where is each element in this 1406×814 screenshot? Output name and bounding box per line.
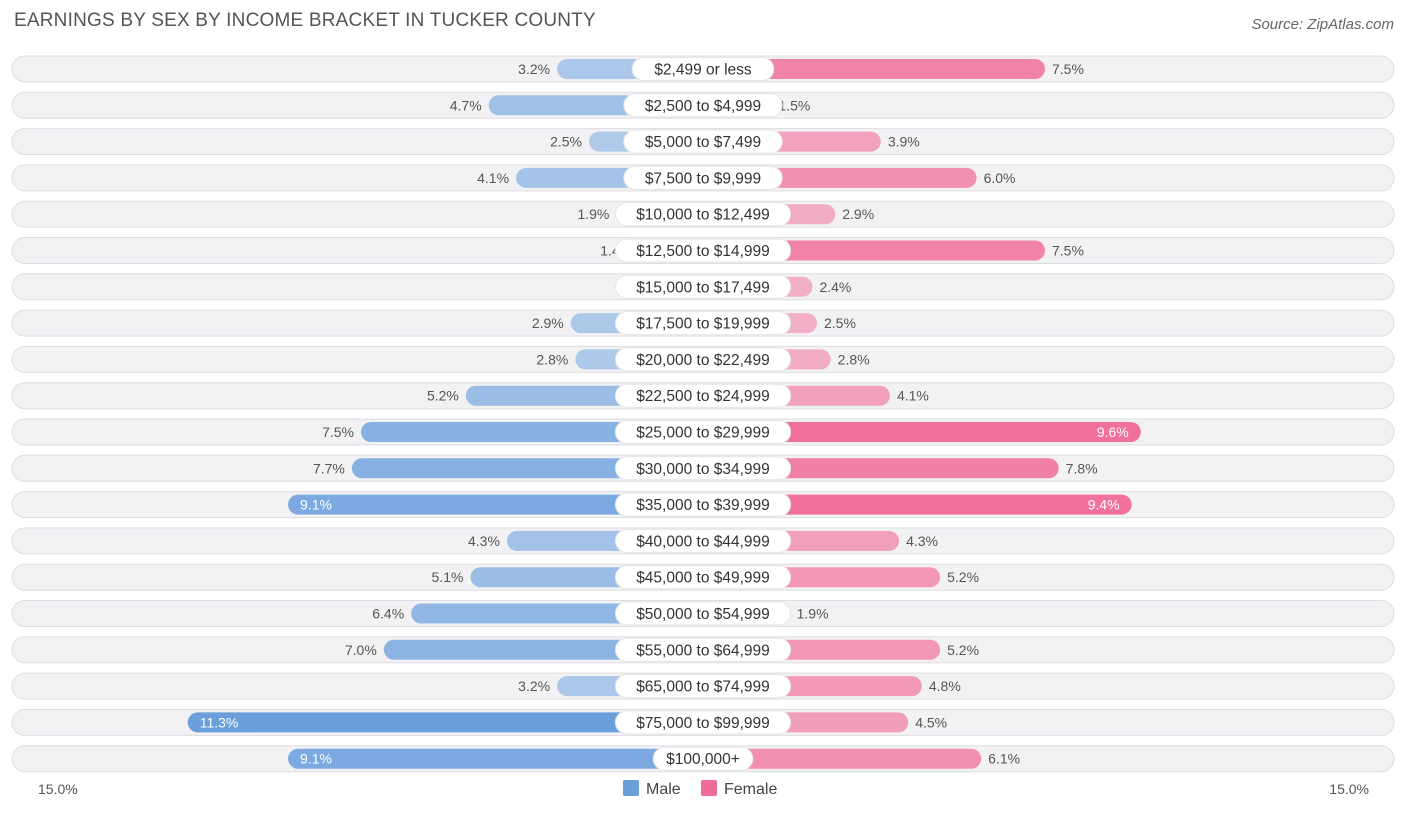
category-pill (614, 492, 792, 517)
male-value-label: 3.2% (518, 678, 550, 694)
category-label: $50,000 to $54,999 (636, 606, 770, 623)
category-pill (614, 274, 792, 299)
male-value-label: 3.2% (518, 61, 550, 77)
category-pill (614, 383, 792, 408)
category-pill (614, 202, 792, 227)
male-value-label: 4.7% (450, 97, 482, 113)
category-label: $2,499 or less (654, 62, 752, 79)
category-label: $55,000 to $64,999 (636, 642, 770, 659)
female-value-label: 7.8% (1066, 460, 1098, 476)
female-bar (703, 458, 1059, 479)
category-pill (614, 528, 792, 553)
category-pill (652, 746, 754, 771)
axis-min-label: 15.0% (38, 781, 78, 797)
category-pill (614, 710, 792, 735)
category-pill (614, 456, 792, 481)
category-pill (614, 601, 792, 626)
female-value-label: 2.4% (819, 279, 851, 295)
female-value-label: 4.5% (915, 714, 947, 730)
category-pill (631, 57, 775, 81)
category-label: $17,500 to $19,999 (636, 316, 770, 333)
legend-male-label: Male (646, 781, 681, 798)
category-pill (614, 238, 792, 263)
male-value-label: 5.2% (427, 388, 459, 404)
female-value-label: 9.6% (1097, 424, 1129, 440)
female-value-label: 2.9% (842, 206, 874, 222)
male-value-label: 9.1% (300, 751, 332, 767)
male-value-label: 7.7% (313, 460, 345, 476)
female-value-label: 4.8% (929, 678, 961, 694)
category-pill (614, 311, 792, 336)
legend-female-swatch (701, 780, 717, 796)
female-value-label: 7.5% (1052, 243, 1084, 259)
male-bar (288, 494, 703, 515)
male-value-label: 4.3% (468, 533, 500, 549)
category-label: $45,000 to $49,999 (636, 570, 770, 587)
female-value-label: 3.9% (888, 134, 920, 150)
category-label: $22,500 to $24,999 (636, 388, 770, 405)
category-label: $20,000 to $22,499 (636, 352, 770, 369)
male-value-label: 2.9% (532, 315, 564, 331)
male-bar (187, 712, 704, 733)
male-value-label: 7.5% (322, 424, 354, 440)
female-bar (703, 59, 1045, 79)
category-pill (623, 93, 783, 118)
category-pill (614, 347, 792, 372)
category-label: $65,000 to $74,999 (636, 679, 770, 696)
category-label: $7,500 to $9,999 (645, 170, 761, 187)
category-label: $75,000 to $99,999 (636, 715, 770, 732)
category-label: $35,000 to $39,999 (636, 497, 770, 514)
female-value-label: 2.8% (838, 351, 870, 367)
female-value-label: 4.3% (906, 533, 938, 549)
male-value-label: 6.4% (372, 606, 404, 622)
female-value-label: 1.5% (778, 97, 810, 113)
male-value-label: 7.0% (345, 642, 377, 658)
male-value-label: 2.5% (550, 134, 582, 150)
male-bar (351, 458, 703, 479)
female-value-label: 6.1% (988, 751, 1020, 767)
female-value-label: 4.1% (897, 388, 929, 404)
axis-max-label: 15.0% (1329, 781, 1369, 797)
female-value-label: 7.5% (1052, 61, 1084, 77)
category-pill (614, 674, 792, 699)
male-value-label: 4.1% (477, 170, 509, 186)
chart-title: EARNINGS BY SEX BY INCOME BRACKET IN TUC… (14, 10, 596, 31)
category-label: $40,000 to $44,999 (636, 533, 770, 550)
male-bar (288, 748, 703, 769)
legend-female-label: Female (724, 781, 777, 798)
female-value-label: 9.4% (1088, 497, 1120, 513)
male-value-label: 9.1% (300, 497, 332, 513)
category-label: $2,500 to $4,999 (645, 98, 761, 115)
category-label: $100,000+ (666, 751, 740, 768)
female-value-label: 5.2% (947, 569, 979, 585)
male-value-label: 1.9% (577, 206, 609, 222)
female-value-label: 2.5% (824, 315, 856, 331)
female-bar (703, 422, 1141, 442)
category-pill (614, 637, 792, 662)
category-label: $30,000 to $34,999 (636, 461, 770, 478)
source-note: Source: ZipAtlas.com (1251, 16, 1394, 33)
male-value-label: 5.1% (432, 569, 464, 585)
female-value-label: 6.0% (984, 170, 1016, 186)
female-bar (703, 494, 1132, 515)
category-pill (623, 129, 783, 154)
category-label: $12,500 to $14,999 (636, 243, 770, 260)
category-pill (623, 165, 783, 190)
male-value-label: 11.3% (200, 714, 239, 730)
legend-male-swatch (623, 780, 639, 796)
category-label: $25,000 to $29,999 (636, 425, 770, 442)
male-value-label: 2.8% (536, 351, 568, 367)
category-label: $10,000 to $12,499 (636, 207, 770, 224)
category-pill (614, 420, 792, 444)
female-value-label: 1.9% (797, 606, 829, 622)
category-label: $15,000 to $17,499 (636, 279, 770, 296)
category-label: $5,000 to $7,499 (645, 134, 761, 151)
female-bar (703, 748, 982, 769)
category-pill (614, 565, 792, 590)
female-value-label: 5.2% (947, 642, 979, 658)
